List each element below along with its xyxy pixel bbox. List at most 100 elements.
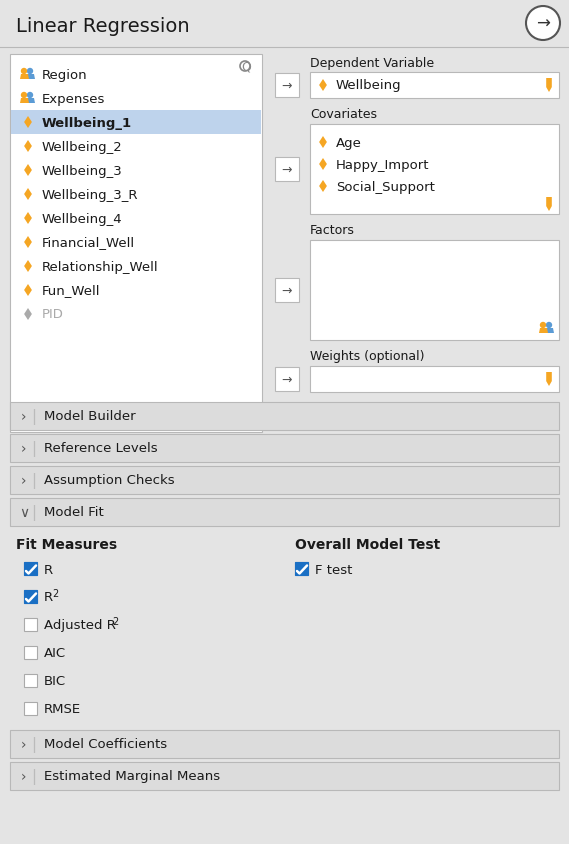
Bar (275, 368, 299, 392)
Text: ›: › (21, 473, 27, 488)
Text: Wellbeing_4: Wellbeing_4 (42, 212, 123, 225)
Text: F test: F test (315, 563, 352, 576)
Polygon shape (24, 261, 32, 273)
Polygon shape (319, 137, 327, 149)
Bar (10, 435, 559, 463)
Text: Wellbeing_1: Wellbeing_1 (42, 116, 132, 129)
Text: →: → (282, 163, 292, 176)
Text: →: → (282, 373, 292, 386)
Circle shape (27, 68, 33, 75)
Polygon shape (24, 284, 32, 296)
Text: R: R (44, 591, 53, 603)
Text: Wellbeing_2: Wellbeing_2 (42, 140, 123, 154)
Text: ∨: ∨ (19, 506, 29, 519)
Text: →: → (282, 79, 292, 92)
Text: Social_Support: Social_Support (336, 181, 435, 193)
Polygon shape (546, 78, 552, 93)
Bar (275, 279, 299, 303)
Bar (310, 241, 559, 341)
Bar (24, 647, 37, 659)
Text: Assumption Checks: Assumption Checks (44, 474, 175, 487)
Text: RMSE: RMSE (44, 703, 81, 716)
Bar (24, 702, 37, 715)
Polygon shape (20, 99, 29, 104)
Bar (24, 562, 37, 576)
Text: Relationship_Well: Relationship_Well (42, 260, 159, 273)
Polygon shape (24, 116, 32, 129)
Text: R: R (44, 563, 53, 576)
Polygon shape (24, 189, 32, 201)
Bar (10, 762, 559, 790)
Bar (275, 74, 299, 98)
Bar (24, 590, 37, 603)
Polygon shape (24, 309, 32, 321)
Polygon shape (539, 328, 548, 333)
Bar (275, 158, 299, 181)
Text: Happy_Import: Happy_Import (336, 159, 430, 171)
Text: Expenses: Expenses (42, 92, 105, 106)
Bar (295, 562, 308, 576)
Circle shape (546, 322, 552, 329)
Text: Estimated Marginal Means: Estimated Marginal Means (44, 770, 220, 782)
Text: 2: 2 (112, 616, 118, 626)
Text: |: | (31, 505, 36, 521)
Bar (10, 730, 559, 758)
Text: Q: Q (241, 61, 251, 73)
Polygon shape (24, 236, 32, 249)
Text: Region: Region (42, 68, 88, 81)
Polygon shape (319, 80, 327, 92)
Polygon shape (546, 372, 552, 387)
Text: Model Coefficients: Model Coefficients (44, 738, 167, 750)
Circle shape (21, 93, 27, 99)
Text: Wellbeing: Wellbeing (336, 79, 402, 92)
Text: Dependent Variable: Dependent Variable (310, 57, 434, 69)
Circle shape (526, 7, 560, 41)
Polygon shape (545, 328, 554, 333)
Bar (10, 499, 559, 527)
Text: ›: › (21, 441, 27, 456)
Text: Reference Levels: Reference Levels (44, 442, 158, 455)
Text: Age: Age (336, 137, 362, 149)
Text: Fit Measures: Fit Measures (16, 538, 117, 551)
Circle shape (540, 322, 546, 329)
Text: Overall Model Test: Overall Model Test (295, 538, 440, 551)
Polygon shape (26, 99, 35, 104)
Polygon shape (546, 197, 552, 212)
Text: Factors: Factors (310, 225, 355, 237)
Bar (295, 562, 308, 576)
Bar (310, 366, 559, 392)
Text: 2: 2 (52, 588, 58, 598)
Text: BIC: BIC (44, 674, 66, 688)
Circle shape (27, 93, 33, 99)
Text: ›: › (21, 409, 27, 424)
Text: Wellbeing_3: Wellbeing_3 (42, 165, 123, 177)
Polygon shape (26, 75, 35, 80)
Bar (310, 125, 559, 214)
Text: Covariates: Covariates (310, 108, 377, 122)
Polygon shape (319, 159, 327, 170)
Text: |: | (31, 768, 36, 784)
Text: Weights (optional): Weights (optional) (310, 350, 424, 363)
Text: |: | (31, 441, 36, 457)
Text: Financial_Well: Financial_Well (42, 236, 135, 249)
Text: Wellbeing_3_R: Wellbeing_3_R (42, 188, 138, 201)
Text: →: → (282, 284, 292, 297)
Bar (10, 527, 559, 726)
Polygon shape (24, 141, 32, 153)
Text: ›: › (21, 769, 27, 783)
Bar (24, 562, 37, 576)
Text: |: | (31, 473, 36, 489)
Text: ›: › (21, 737, 27, 751)
Bar (10, 467, 559, 495)
Bar (10, 403, 559, 430)
Bar (11, 111, 261, 135)
Bar (24, 590, 37, 603)
Text: Linear Regression: Linear Regression (16, 17, 189, 35)
Bar (0, 0, 569, 48)
Polygon shape (24, 213, 32, 225)
Text: |: | (31, 408, 36, 425)
Text: AIC: AIC (44, 647, 66, 660)
Polygon shape (319, 181, 327, 192)
Text: Model Builder: Model Builder (44, 410, 135, 423)
Text: Adjusted R: Adjusted R (44, 619, 116, 632)
